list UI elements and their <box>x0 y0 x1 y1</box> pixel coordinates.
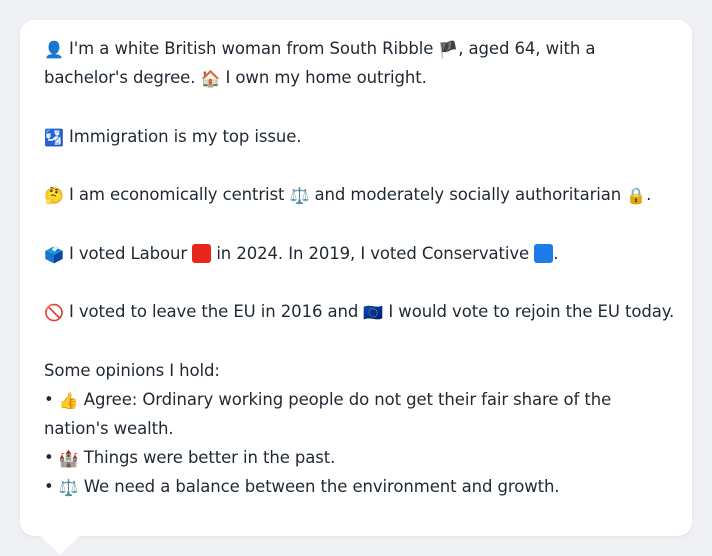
votes-text-c: . <box>553 243 559 263</box>
opinion-text: Agree: Ordinary working people do not ge… <box>83 389 612 409</box>
opinion-item-continuation: nation's wealth. <box>44 414 670 443</box>
red-square-icon <box>192 243 212 263</box>
bullet: • <box>44 476 54 496</box>
castle-icon: 🏰 <box>58 448 79 468</box>
house-icon: 🏠 <box>200 69 221 88</box>
eu-flag-icon: 🇪🇺 <box>363 303 384 322</box>
opinions-heading-text: Some opinions I hold: <box>44 360 220 380</box>
bubble-tail <box>39 535 81 555</box>
intro-line-1: 👤 I'm a white British woman from South R… <box>44 34 670 63</box>
eu-text-b: I would vote to rejoin the EU today. <box>388 302 675 321</box>
lock-icon: 🔒 <box>626 186 647 205</box>
votes-text-b: in 2024. In 2019, I voted Conservative <box>216 243 530 263</box>
ideology-line: 🤔 I am economically centrist ⚖️ and mode… <box>44 180 670 209</box>
ideology-text-b: and moderately socially authoritarian <box>314 185 622 204</box>
voting-history-line: 🗳️ I voted Labour in 2024. In 2019, I vo… <box>44 239 670 268</box>
eu-referendum-line: 🚫 I voted to leave the EU in 2016 and 🇪🇺… <box>44 297 674 326</box>
eu-text-a: I voted to leave the EU in 2016 and <box>68 302 359 321</box>
blue-square-icon <box>534 243 554 263</box>
intro-text-2: bachelor's degree. <box>44 68 196 87</box>
balance-scale-icon: ⚖️ <box>58 477 79 497</box>
bullet: • <box>44 447 54 467</box>
england-flag-icon: 🏴 <box>438 40 459 59</box>
opinion-item: • ⚖️ We need a balance between the envir… <box>44 472 670 501</box>
opinion-text-continued: nation's wealth. <box>44 418 174 438</box>
person-icon: 👤 <box>44 40 64 59</box>
top-issue-text: Immigration is my top issue. <box>68 126 302 146</box>
opinion-item: • 🏰 Things were better in the past. <box>44 443 670 472</box>
bullet: • <box>44 389 54 409</box>
thinking-face-icon: 🤔 <box>44 186 64 205</box>
opinion-text: We need a balance between the environmen… <box>83 476 560 496</box>
top-issue-line: 🛂 Immigration is my top issue. <box>44 122 670 151</box>
prohibited-icon: 🚫 <box>44 303 64 322</box>
passport-control-icon: 🛂 <box>44 127 64 147</box>
opinion-item: • 👍 Agree: Ordinary working people do no… <box>44 385 670 414</box>
ideology-text-c: . <box>646 185 652 204</box>
intro-text-1-end: , aged 64, with a <box>458 39 596 58</box>
ideology-text-a: I am economically centrist <box>68 185 285 204</box>
ballot-box-icon: 🗳️ <box>44 244 64 264</box>
opinions-heading: Some opinions I hold: <box>44 356 670 385</box>
balance-scale-icon: ⚖️ <box>289 186 310 205</box>
persona-message-bubble: 👤 I'm a white British woman from South R… <box>20 20 692 536</box>
votes-text-a: I voted Labour <box>68 243 188 263</box>
thumbs-up-icon: 👍 <box>58 390 79 410</box>
opinion-text: Things were better in the past. <box>83 447 336 467</box>
intro-line-2: bachelor's degree. 🏠 I own my home outri… <box>44 63 670 92</box>
intro-text-2-end: I own my home outright. <box>225 68 427 87</box>
intro-text-1: I'm a white British woman from South Rib… <box>68 39 434 58</box>
